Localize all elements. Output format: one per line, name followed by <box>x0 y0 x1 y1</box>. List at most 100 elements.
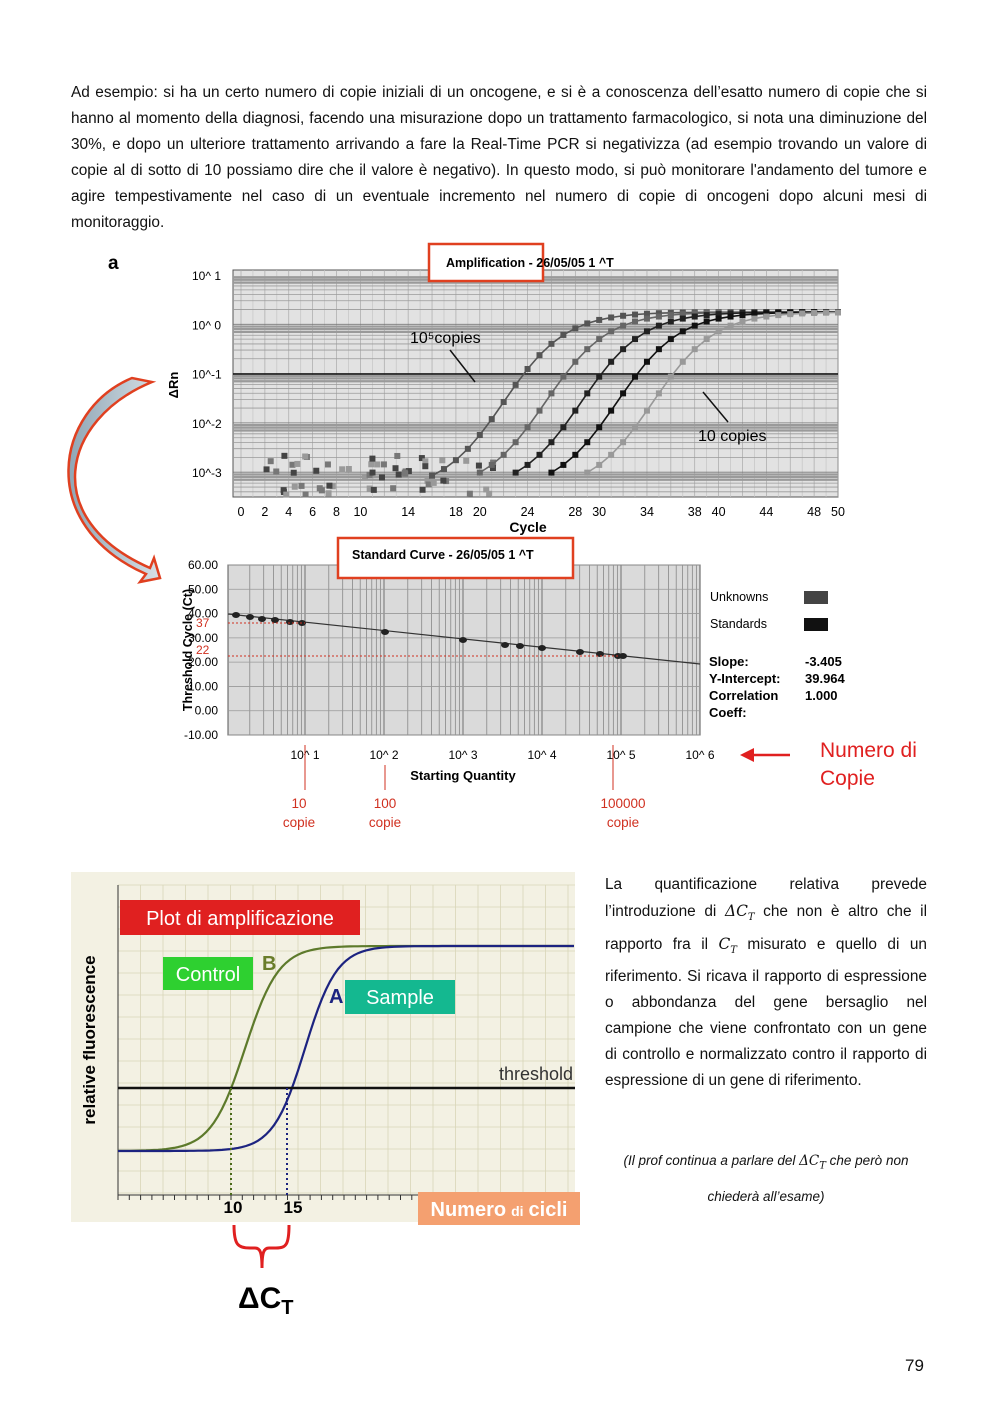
curve-marker <box>691 313 698 320</box>
x-tick-label: 10^ 4 <box>528 748 557 762</box>
curve-marker <box>703 312 710 319</box>
curve-marker <box>655 313 662 320</box>
curve-marker <box>548 469 555 476</box>
marked-ct: 37 <box>196 616 210 630</box>
legend-label: Standards <box>710 617 767 631</box>
curve-marker <box>584 390 591 397</box>
y-tick-label: 0.00 <box>195 704 219 718</box>
y-tick-label: 50.00 <box>188 582 218 596</box>
curve-marker <box>512 469 519 476</box>
noise-marker <box>489 464 496 471</box>
noise-marker <box>430 479 437 486</box>
curve-marker <box>512 381 519 388</box>
curve-marker <box>560 461 567 468</box>
annotation-arrow <box>449 349 476 383</box>
curve-marker <box>476 469 483 476</box>
data-dot <box>258 616 266 622</box>
noise-marker <box>302 453 309 460</box>
noise-marker <box>267 458 274 465</box>
curve-marker <box>775 312 782 319</box>
math-sub: T <box>819 1160 826 1172</box>
y-tick-label: 20.00 <box>188 655 218 669</box>
plot-bg <box>227 564 701 736</box>
curve-marker <box>703 336 710 343</box>
curve-marker <box>739 318 746 325</box>
legend-swatch <box>804 618 828 631</box>
curve-marker <box>584 439 591 446</box>
curve-marker <box>596 424 603 431</box>
delta-main: ΔC <box>238 1282 281 1315</box>
noise-marker <box>325 490 332 497</box>
noise-marker <box>283 491 290 498</box>
noise-marker <box>366 485 373 492</box>
curve-marker <box>548 340 555 347</box>
curve-marker <box>608 314 615 321</box>
curve-marker <box>620 390 627 397</box>
y-axis-label: relative fluorescence <box>80 955 99 1124</box>
curve-marker <box>584 346 591 353</box>
x-tick-label: 18 <box>449 505 463 519</box>
curve-marker <box>835 309 841 316</box>
curve-marker <box>715 328 722 335</box>
x-axis-label: Starting Quantity <box>410 768 516 783</box>
noise-marker <box>463 457 470 464</box>
noise-marker <box>302 491 309 498</box>
noise-marker <box>291 483 298 490</box>
copies-number: 100 <box>374 796 397 811</box>
x-tick-label: 10 <box>224 1198 243 1217</box>
sample-box <box>345 980 455 1014</box>
threshold-label: threshold <box>499 1064 573 1084</box>
noise-marker <box>422 463 429 470</box>
curve-marker <box>608 358 615 365</box>
x-axis-label: Cycle <box>509 519 547 535</box>
curve-marker <box>643 315 650 322</box>
curve-marker <box>620 346 627 353</box>
marked-ct: 22 <box>196 643 210 657</box>
legend-label: Unknowns <box>710 590 768 604</box>
text: che però non chiederà all’esame) <box>707 1153 909 1204</box>
annotation-arrow <box>702 391 729 423</box>
amplification-plot: 10^ 110^ 010^-110^-210^-30 2 4 6 8 10 14 18 20 24… <box>166 242 845 535</box>
noise-marker <box>402 470 409 477</box>
stat-value: -3.405 <box>805 654 842 669</box>
curve-marker <box>584 320 591 327</box>
x-tick-label: 38 <box>688 505 702 519</box>
curve-marker <box>643 328 650 335</box>
data-dot <box>619 653 627 659</box>
curve-marker <box>655 322 662 329</box>
noise-marker <box>281 452 288 459</box>
curve-marker <box>584 469 591 476</box>
y-axis-label: Threshold Cycle (Ct) <box>181 589 195 711</box>
noise-marker <box>378 474 385 481</box>
curve-marker <box>727 322 734 329</box>
curve-marker <box>667 318 674 325</box>
copies-unit: copie <box>283 815 315 830</box>
curve-marker <box>691 346 698 353</box>
x-tick-label: 44 <box>759 505 773 519</box>
arrow-label: Copie <box>820 767 875 790</box>
noise-marker <box>390 485 397 492</box>
noise-marker <box>361 474 368 481</box>
delta-bracket <box>232 1224 291 1269</box>
stat-label: Coeff: <box>709 705 747 720</box>
curve-marker <box>679 358 686 365</box>
noise-marker <box>263 466 270 473</box>
x-tick-label: 30 <box>592 505 606 519</box>
curve-marker <box>655 310 662 317</box>
copies-unit: copie <box>369 815 401 830</box>
x-tick-label: 20 <box>473 505 487 519</box>
noise-marker <box>339 466 346 473</box>
curve-marker <box>536 352 543 359</box>
curve-marker <box>536 451 543 458</box>
curve-marker <box>429 472 436 479</box>
copies-number: 10 <box>291 796 306 811</box>
x-tick-label: 50 <box>831 505 845 519</box>
curve-marker <box>727 310 734 317</box>
x-label-part: cicli <box>529 1199 568 1221</box>
side-paragraph: La quantificazione relativa prevede l’in… <box>605 872 927 1094</box>
curve-marker <box>632 424 639 431</box>
text: (Il prof continua a parlare del <box>623 1153 800 1168</box>
curve-marker <box>632 311 639 318</box>
y-tick-label: 10^-2 <box>192 417 222 431</box>
